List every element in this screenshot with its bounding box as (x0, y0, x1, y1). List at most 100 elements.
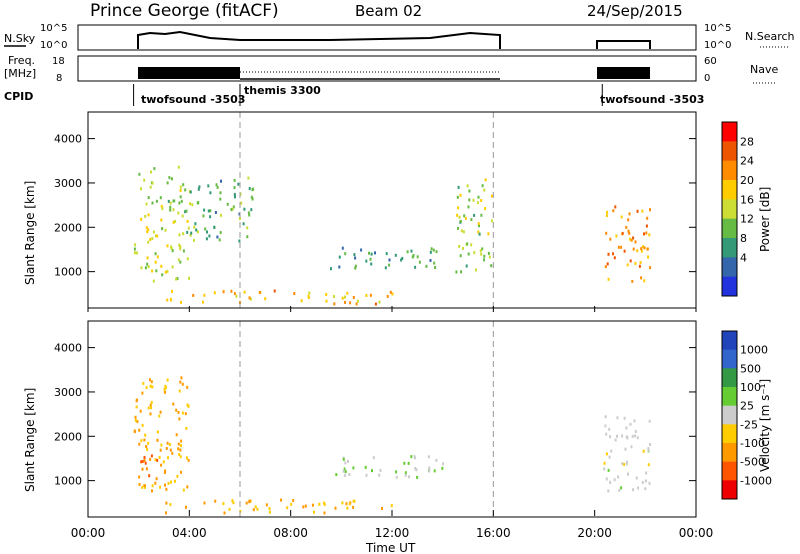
data-cell (341, 296, 344, 300)
data-cell (388, 258, 391, 262)
data-cell (233, 178, 236, 182)
data-cell (634, 430, 637, 433)
data-cell (235, 294, 238, 298)
data-cell (195, 228, 198, 232)
data-cell (368, 251, 370, 255)
data-cell (406, 250, 409, 254)
data-cell (170, 480, 172, 484)
data-cell (457, 206, 460, 210)
data-cell (369, 257, 372, 261)
data-cell (345, 502, 348, 506)
data-cell (603, 461, 606, 465)
data-cell (251, 197, 254, 201)
range-tick-label: 3000 (54, 386, 82, 399)
data-cell (155, 477, 158, 481)
time-tick-label: 00:00 (679, 526, 714, 540)
data-cell (150, 454, 153, 458)
data-cell (638, 264, 641, 268)
data-cell (158, 414, 161, 418)
data-cell (360, 248, 363, 252)
data-cell (645, 471, 648, 475)
data-cell (141, 391, 144, 395)
data-cell (178, 417, 181, 421)
data-cell (147, 240, 150, 244)
data-cell (177, 447, 180, 451)
colorbar-swatch (722, 331, 737, 351)
data-cell (427, 455, 430, 459)
data-cell (256, 507, 259, 511)
data-cell (442, 462, 445, 466)
data-cell (605, 452, 608, 456)
data-cell (403, 461, 406, 465)
data-cell (219, 231, 222, 235)
data-cell (258, 290, 261, 294)
data-cell (143, 438, 146, 442)
data-cell (171, 451, 174, 455)
data-cell (228, 507, 231, 511)
data-cell (470, 218, 473, 222)
data-cell (634, 261, 637, 265)
data-cell (323, 511, 326, 515)
power-panel (87, 111, 697, 309)
data-cell (214, 499, 217, 503)
data-cell (179, 185, 182, 189)
data-cell (203, 208, 206, 212)
data-cell (150, 400, 153, 404)
data-cell (163, 471, 166, 474)
data-cell (145, 386, 148, 390)
data-cell (428, 466, 431, 470)
data-cell (152, 230, 155, 234)
data-cell (356, 299, 359, 303)
data-cell (156, 458, 159, 462)
data-cell (233, 192, 236, 196)
data-cell (400, 258, 403, 262)
data-cell (147, 228, 150, 232)
data-cell (175, 433, 178, 437)
data-cell (179, 260, 182, 264)
data-cell (141, 423, 144, 427)
data-cell (628, 212, 631, 216)
data-cell (631, 279, 634, 283)
data-cell (189, 202, 192, 206)
data-cell (180, 444, 182, 448)
date-label: 24/Sep/2015 (587, 2, 683, 20)
data-cell (204, 227, 207, 231)
data-cell (153, 167, 156, 171)
data-cell (352, 499, 355, 503)
data-cell (348, 473, 351, 476)
data-cell (248, 296, 251, 300)
colorbar-tick-label: 500 (740, 362, 761, 375)
data-cell (147, 265, 150, 269)
data-cell (603, 467, 606, 471)
data-cell (161, 227, 164, 231)
data-cell (477, 222, 480, 226)
data-cell (414, 466, 417, 470)
data-cell (177, 442, 180, 446)
data-cell (172, 402, 175, 406)
data-cell (254, 505, 257, 509)
time-ticks: 00:00 04:00 08:00 12:00 16:00 20:00 00:00 (71, 306, 714, 540)
data-cell (234, 195, 236, 199)
data-cell (484, 178, 487, 182)
data-cell (166, 441, 169, 445)
data-cell (209, 215, 212, 219)
data-cell (476, 201, 479, 205)
data-cell (141, 459, 144, 463)
colorbar-tick-label: 28 (740, 135, 754, 148)
data-cell (138, 172, 141, 176)
data-cell (631, 434, 634, 438)
data-cell (639, 261, 642, 264)
data-cell (389, 290, 392, 294)
data-cell (636, 209, 639, 213)
data-cell (219, 197, 222, 201)
data-cell (613, 256, 616, 260)
cpid-segments (133, 84, 603, 106)
velocity-panel (87, 320, 697, 518)
data-cell (308, 291, 311, 295)
data-cell (184, 412, 187, 416)
data-cell (220, 213, 222, 217)
data-cell (466, 184, 469, 188)
data-cell (165, 501, 168, 505)
data-cell (648, 419, 651, 423)
data-cell (381, 507, 383, 510)
